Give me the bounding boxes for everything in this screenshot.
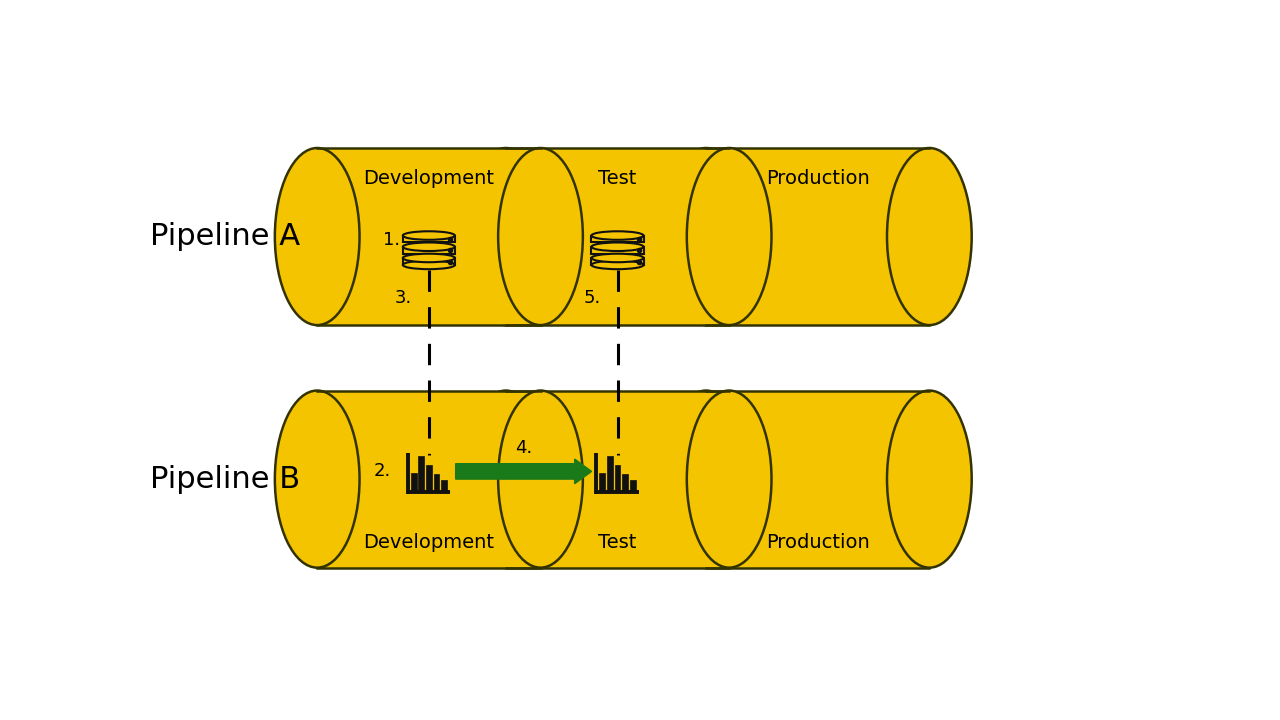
Ellipse shape: [687, 390, 772, 567]
Bar: [607, 456, 613, 492]
Text: Pipeline A: Pipeline A: [150, 222, 300, 251]
Text: 5.: 5.: [584, 289, 600, 307]
Ellipse shape: [664, 390, 749, 567]
Text: 3.: 3.: [394, 289, 412, 307]
Ellipse shape: [463, 390, 548, 567]
Ellipse shape: [887, 148, 972, 325]
Ellipse shape: [463, 148, 548, 325]
Ellipse shape: [403, 261, 454, 269]
Ellipse shape: [687, 148, 772, 325]
Bar: [591, 247, 644, 253]
Bar: [403, 247, 454, 253]
Text: Development: Development: [364, 168, 494, 188]
Bar: [591, 258, 644, 265]
Bar: [614, 465, 621, 492]
Bar: [442, 480, 447, 492]
Ellipse shape: [403, 243, 454, 251]
Bar: [506, 390, 730, 567]
Text: Test: Test: [598, 534, 636, 552]
Bar: [317, 148, 540, 325]
Ellipse shape: [887, 390, 972, 567]
Text: Development: Development: [364, 534, 494, 552]
Text: 4.: 4.: [515, 439, 532, 457]
Ellipse shape: [498, 148, 582, 325]
Bar: [591, 235, 644, 243]
Bar: [707, 390, 929, 567]
Text: 2.: 2.: [374, 462, 392, 480]
Bar: [599, 472, 605, 492]
Bar: [403, 258, 454, 265]
Text: Production: Production: [765, 534, 869, 552]
Ellipse shape: [591, 231, 644, 240]
Ellipse shape: [275, 148, 360, 325]
Bar: [403, 235, 454, 243]
Bar: [426, 465, 431, 492]
Ellipse shape: [591, 253, 644, 262]
Ellipse shape: [275, 390, 360, 567]
Bar: [317, 390, 540, 567]
Bar: [411, 472, 416, 492]
Ellipse shape: [498, 390, 582, 567]
Bar: [622, 474, 628, 492]
Bar: [506, 148, 730, 325]
Text: 1.: 1.: [383, 231, 401, 249]
Ellipse shape: [591, 261, 644, 269]
Text: Pipeline B: Pipeline B: [150, 464, 300, 494]
Ellipse shape: [403, 231, 454, 240]
Bar: [434, 474, 439, 492]
Text: Production: Production: [765, 168, 869, 188]
Ellipse shape: [403, 253, 454, 262]
Ellipse shape: [664, 148, 749, 325]
Bar: [419, 456, 424, 492]
FancyArrow shape: [456, 459, 591, 484]
Ellipse shape: [591, 243, 644, 251]
Text: Test: Test: [598, 168, 636, 188]
Bar: [707, 148, 929, 325]
Bar: [630, 480, 636, 492]
